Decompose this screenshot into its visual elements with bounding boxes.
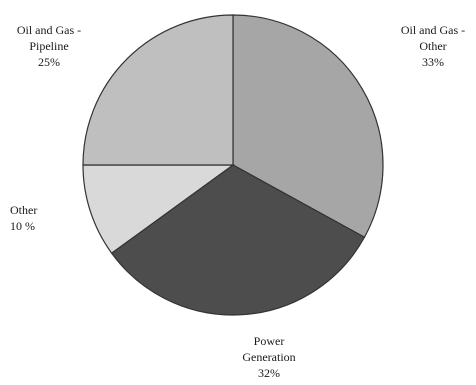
pie-slice (110, 164, 366, 316)
slice-name-label: Other (10, 203, 37, 217)
slice-name-label: Other (419, 39, 446, 53)
pie-slice (232, 14, 384, 239)
pie-labels: Oil and Gas - Other 33% Power Generation 32% O… (10, 23, 465, 380)
pie-slices (82, 14, 384, 316)
pie-slice (82, 14, 234, 166)
slice-label: Power Generation 32% (242, 334, 295, 380)
slice-percent-label: 33% (422, 55, 444, 69)
slice-percent-label: 32% (258, 366, 280, 380)
slice-name-label: Oil and Gas - (401, 23, 465, 37)
slice-name-label: Power (254, 334, 285, 348)
slice-name-label: Generation (242, 350, 295, 364)
slice-label: Other 10 % (10, 203, 37, 233)
slice-percent-label: 10 % (10, 219, 35, 233)
slice-name-label: Oil and Gas - (17, 23, 81, 37)
slice-label: Oil and Gas - Other 33% (401, 23, 465, 69)
pie-slice (82, 164, 235, 255)
slice-percent-label: 25% (38, 55, 60, 69)
slice-name-label: Pipeline (29, 39, 68, 53)
slice-label: Oil and Gas - Pipeline 25% (17, 23, 81, 69)
